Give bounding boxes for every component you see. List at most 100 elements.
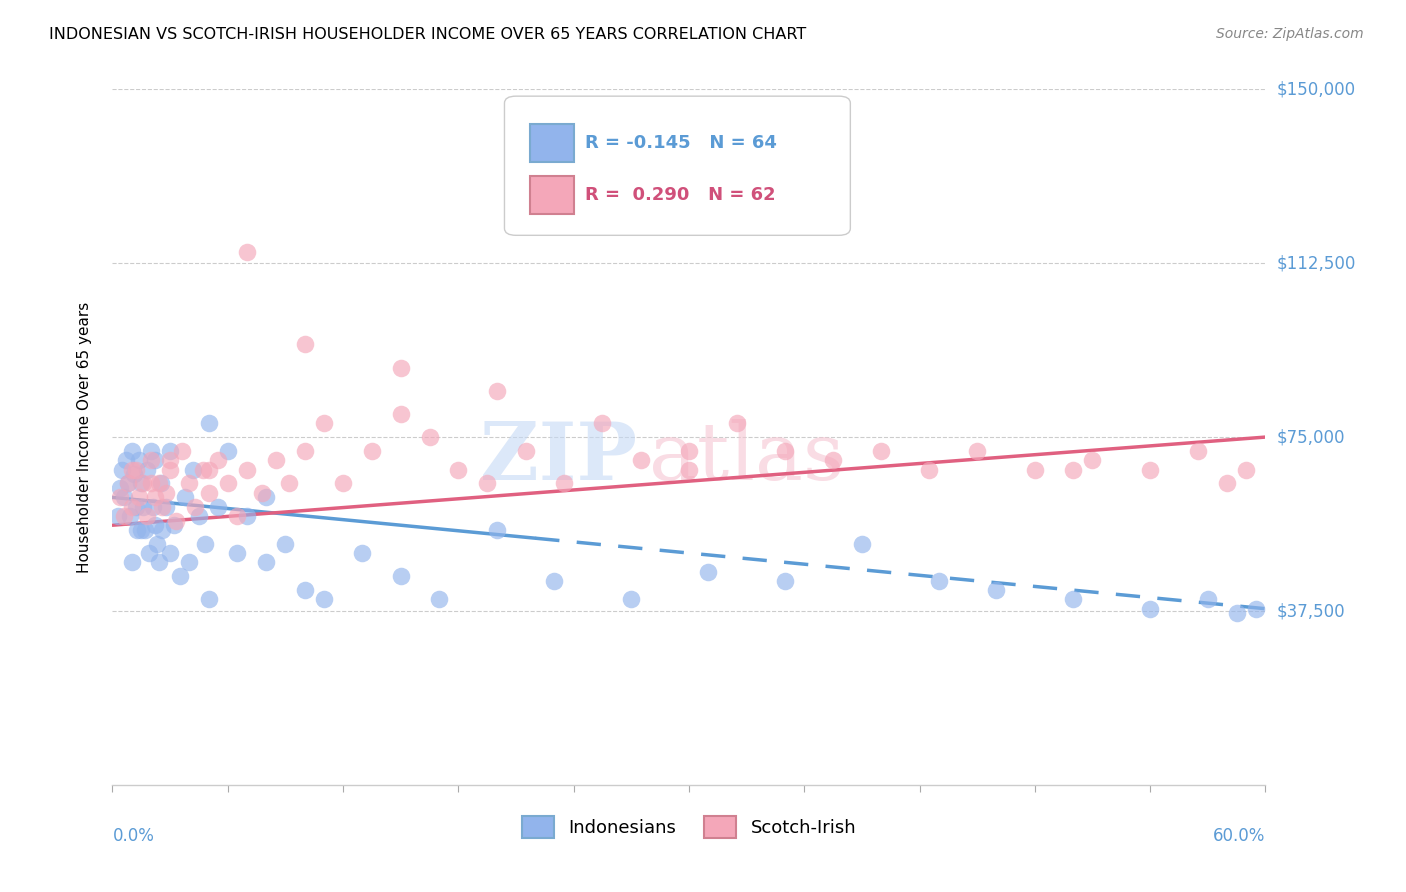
Point xyxy=(725,416,748,430)
Point xyxy=(155,500,177,514)
Point xyxy=(170,444,193,458)
Point xyxy=(361,444,384,458)
Point xyxy=(352,546,374,560)
Point xyxy=(159,453,181,467)
Point xyxy=(128,491,150,505)
Point xyxy=(139,444,162,458)
FancyBboxPatch shape xyxy=(505,96,851,235)
Point xyxy=(124,462,146,476)
Point xyxy=(966,444,988,458)
Point xyxy=(152,523,174,537)
Point xyxy=(149,476,172,491)
Point xyxy=(142,500,165,514)
Text: $37,500: $37,500 xyxy=(1277,602,1346,620)
Text: $112,500: $112,500 xyxy=(1277,254,1355,272)
Point xyxy=(1244,601,1267,615)
Point xyxy=(181,462,204,476)
Point xyxy=(127,523,149,537)
Point xyxy=(592,416,614,430)
Point xyxy=(870,444,893,458)
Point xyxy=(678,462,700,476)
Point xyxy=(136,462,159,476)
Point xyxy=(389,407,412,421)
Point xyxy=(145,537,167,551)
Point xyxy=(159,546,181,560)
Text: Source: ZipAtlas.com: Source: ZipAtlas.com xyxy=(1216,27,1364,41)
Point xyxy=(678,444,700,458)
Point xyxy=(1139,601,1161,615)
Point xyxy=(159,444,181,458)
Point xyxy=(254,491,277,505)
Point xyxy=(191,462,214,476)
Point xyxy=(773,574,796,588)
Point xyxy=(115,453,138,467)
Point xyxy=(294,337,316,351)
Point xyxy=(129,476,153,491)
Point xyxy=(312,416,335,430)
Text: atlas: atlas xyxy=(648,419,844,497)
Text: ZIP: ZIP xyxy=(479,419,637,497)
Text: INDONESIAN VS SCOTCH-IRISH HOUSEHOLDER INCOME OVER 65 YEARS CORRELATION CHART: INDONESIAN VS SCOTCH-IRISH HOUSEHOLDER I… xyxy=(49,27,807,42)
Point xyxy=(1062,462,1084,476)
Text: $150,000: $150,000 xyxy=(1277,80,1355,98)
Point xyxy=(121,500,143,514)
Point xyxy=(165,514,187,528)
Point xyxy=(117,476,139,491)
Text: $75,000: $75,000 xyxy=(1277,428,1346,446)
Point xyxy=(118,508,141,523)
Point xyxy=(918,462,941,476)
Point xyxy=(278,476,301,491)
Point xyxy=(389,569,412,583)
Point xyxy=(121,462,143,476)
Point xyxy=(148,555,170,569)
Point xyxy=(143,518,166,533)
Point xyxy=(447,462,470,476)
Point xyxy=(252,485,274,500)
Point xyxy=(294,444,316,458)
Point xyxy=(254,555,277,569)
Point xyxy=(143,453,166,467)
Point xyxy=(174,491,197,505)
Point xyxy=(108,491,131,505)
Point xyxy=(332,476,354,491)
Point xyxy=(226,546,249,560)
Point xyxy=(1024,462,1046,476)
Point xyxy=(264,453,287,467)
Point xyxy=(630,453,652,467)
Point xyxy=(427,592,450,607)
Point xyxy=(117,476,139,491)
Point xyxy=(184,500,207,514)
Point xyxy=(1081,453,1104,467)
Point xyxy=(226,508,249,523)
Point xyxy=(197,592,219,607)
Point xyxy=(553,476,575,491)
Point xyxy=(419,430,441,444)
Point xyxy=(112,491,135,505)
FancyBboxPatch shape xyxy=(530,124,574,162)
Point xyxy=(121,555,143,569)
Point xyxy=(134,523,156,537)
Point xyxy=(107,508,129,523)
Point xyxy=(294,583,316,598)
Point xyxy=(179,555,201,569)
Point xyxy=(515,444,537,458)
Text: 0.0%: 0.0% xyxy=(112,827,155,845)
Point xyxy=(697,565,720,579)
Point xyxy=(159,462,181,476)
Point xyxy=(928,574,950,588)
Point xyxy=(274,537,297,551)
Point xyxy=(312,592,335,607)
Point xyxy=(1139,462,1161,476)
Point xyxy=(217,476,239,491)
FancyBboxPatch shape xyxy=(530,176,574,214)
Point xyxy=(152,500,174,514)
Point xyxy=(148,476,170,491)
Point xyxy=(138,546,160,560)
Point xyxy=(207,500,229,514)
Point xyxy=(236,244,259,259)
Point xyxy=(236,462,259,476)
Point xyxy=(129,523,153,537)
Point xyxy=(207,453,229,467)
Point xyxy=(389,360,412,375)
Point xyxy=(139,453,162,467)
